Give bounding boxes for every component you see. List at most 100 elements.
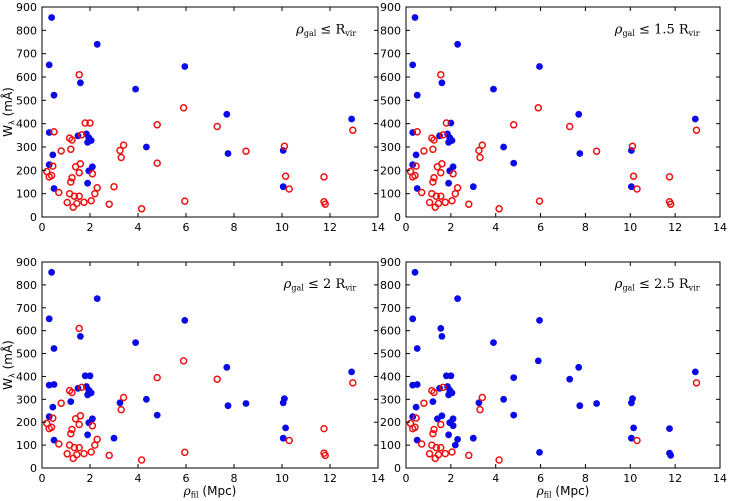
data-point-red-open bbox=[68, 388, 76, 397]
data-point-red-open bbox=[63, 450, 71, 458]
panel-annotation: ρgal ≤ Rvir bbox=[295, 22, 356, 38]
y-tick-label: 500 bbox=[16, 348, 37, 361]
data-point-red-open bbox=[153, 373, 161, 382]
data-point-red-open bbox=[475, 146, 483, 155]
data-point-red-open bbox=[67, 178, 75, 186]
data-point-red-open bbox=[213, 122, 221, 131]
data-point-blue-filled bbox=[667, 452, 675, 459]
data-point-red-open bbox=[137, 456, 146, 464]
data-point-red-open bbox=[68, 136, 76, 144]
data-point-red-open bbox=[429, 145, 437, 154]
y-tick-label: 400 bbox=[16, 118, 37, 131]
data-point-red-open bbox=[285, 185, 293, 193]
data-point-red-open bbox=[87, 196, 95, 205]
data-point-red-open bbox=[91, 189, 99, 198]
data-point-blue-filled bbox=[454, 40, 461, 48]
y-tick-label: 800 bbox=[16, 24, 37, 37]
x-tick-label: 12 bbox=[668, 221, 682, 234]
data-point-red-open bbox=[349, 379, 357, 387]
data-point-red-open bbox=[69, 203, 77, 211]
data-point-red-open bbox=[181, 197, 189, 205]
data-point-red-open bbox=[320, 173, 328, 181]
data-point-red-open bbox=[429, 178, 437, 186]
x-tick-label: 2 bbox=[87, 472, 94, 485]
data-point-blue-filled bbox=[48, 14, 55, 21]
x-tick-label: 6 bbox=[537, 221, 544, 234]
data-point-red-open bbox=[117, 405, 125, 414]
data-point-red-open bbox=[425, 198, 434, 207]
y-tick-label: 100 bbox=[16, 188, 37, 201]
data-point-blue-filled bbox=[510, 159, 518, 167]
data-point-red-open bbox=[692, 126, 701, 134]
data-point-blue-filled bbox=[87, 137, 95, 144]
data-point-blue-filled bbox=[500, 143, 507, 151]
data-point-blue-filled bbox=[77, 79, 84, 87]
data-point-blue-filled bbox=[153, 411, 161, 419]
data-point-red-open bbox=[439, 131, 447, 139]
data-point-red-open bbox=[451, 189, 460, 198]
axes-spines bbox=[41, 261, 379, 469]
data-point-red-open bbox=[179, 357, 188, 365]
data-point-blue-filled bbox=[242, 400, 250, 407]
data-point-red-open bbox=[119, 141, 128, 149]
data-point-red-open bbox=[430, 174, 438, 182]
x-tick-label: 2 bbox=[447, 472, 454, 485]
data-point-blue-filled bbox=[279, 147, 287, 154]
data-point-blue-filled bbox=[413, 345, 421, 352]
y-tick-label: 800 bbox=[380, 24, 401, 37]
data-point-red-open bbox=[47, 171, 56, 180]
data-point-blue-filled bbox=[454, 436, 461, 443]
x-tick-label: 0 bbox=[39, 221, 46, 234]
data-point-red-open bbox=[213, 375, 221, 383]
y-tick-label: 600 bbox=[16, 325, 37, 338]
data-point-blue-filled bbox=[628, 147, 635, 154]
data-point-blue-filled bbox=[445, 179, 452, 187]
data-point-red-open bbox=[93, 435, 101, 444]
data-point-red-open bbox=[478, 393, 487, 402]
data-point-blue-filled bbox=[691, 368, 699, 376]
data-point-red-open bbox=[88, 421, 97, 430]
panel-bottom-left: 0 2 4 6 8 10 12 14 0 100 200 300 400 500 600 700 800 900 ρ… bbox=[0, 256, 385, 500]
data-point-red-open bbox=[67, 429, 75, 438]
y-tick-label: 700 bbox=[16, 302, 37, 315]
y-tick-label: 200 bbox=[380, 164, 401, 177]
panel-bottom-right: 0 2 4 6 8 10 12 14 0 100 200 300 400 500 600 700 800 900 ρ… bbox=[380, 256, 727, 500]
data-point-red-open bbox=[280, 142, 289, 151]
y-axis-title: Wλ (mÅ) bbox=[0, 340, 17, 390]
x-tick-label: 0 bbox=[403, 472, 410, 485]
data-point-red-open bbox=[81, 119, 89, 127]
data-point-red-open bbox=[242, 147, 250, 155]
x-tick-label: 10 bbox=[275, 472, 289, 485]
data-point-blue-filled bbox=[451, 441, 459, 449]
data-point-red-open bbox=[437, 168, 445, 177]
data-point-red-open bbox=[495, 456, 503, 464]
x-tick-label: 6 bbox=[537, 472, 544, 485]
data-point-red-open bbox=[411, 423, 419, 432]
y-tick-label: 600 bbox=[16, 71, 37, 84]
data-point-blue-filled bbox=[413, 91, 421, 99]
data-point-blue-filled bbox=[566, 375, 574, 383]
data-point-blue-filled bbox=[48, 268, 55, 276]
x-tick-label: 10 bbox=[623, 472, 637, 485]
x-tick-label: 14 bbox=[371, 221, 385, 234]
data-point-blue-filled bbox=[490, 85, 497, 93]
data-point-blue-filled bbox=[45, 61, 53, 69]
data-point-blue-filled bbox=[449, 422, 457, 430]
data-point-blue-filled bbox=[490, 339, 497, 346]
data-point-red-open bbox=[534, 104, 543, 112]
data-point-blue-filled bbox=[181, 63, 189, 70]
data-point-blue-filled bbox=[279, 434, 287, 442]
data-point-blue-filled bbox=[536, 449, 543, 456]
x-tick-label: 8 bbox=[231, 221, 238, 234]
data-point-blue-filled bbox=[50, 185, 58, 192]
data-point-blue-filled bbox=[429, 398, 437, 405]
x-tick-label: 12 bbox=[323, 472, 337, 485]
data-point-blue-filled bbox=[412, 403, 420, 411]
data-point-red-open bbox=[119, 393, 128, 402]
data-point-red-open bbox=[321, 451, 329, 460]
x-tick-label: 2 bbox=[447, 221, 454, 234]
data-point-red-open bbox=[105, 451, 113, 460]
data-point-blue-filled bbox=[449, 415, 457, 423]
